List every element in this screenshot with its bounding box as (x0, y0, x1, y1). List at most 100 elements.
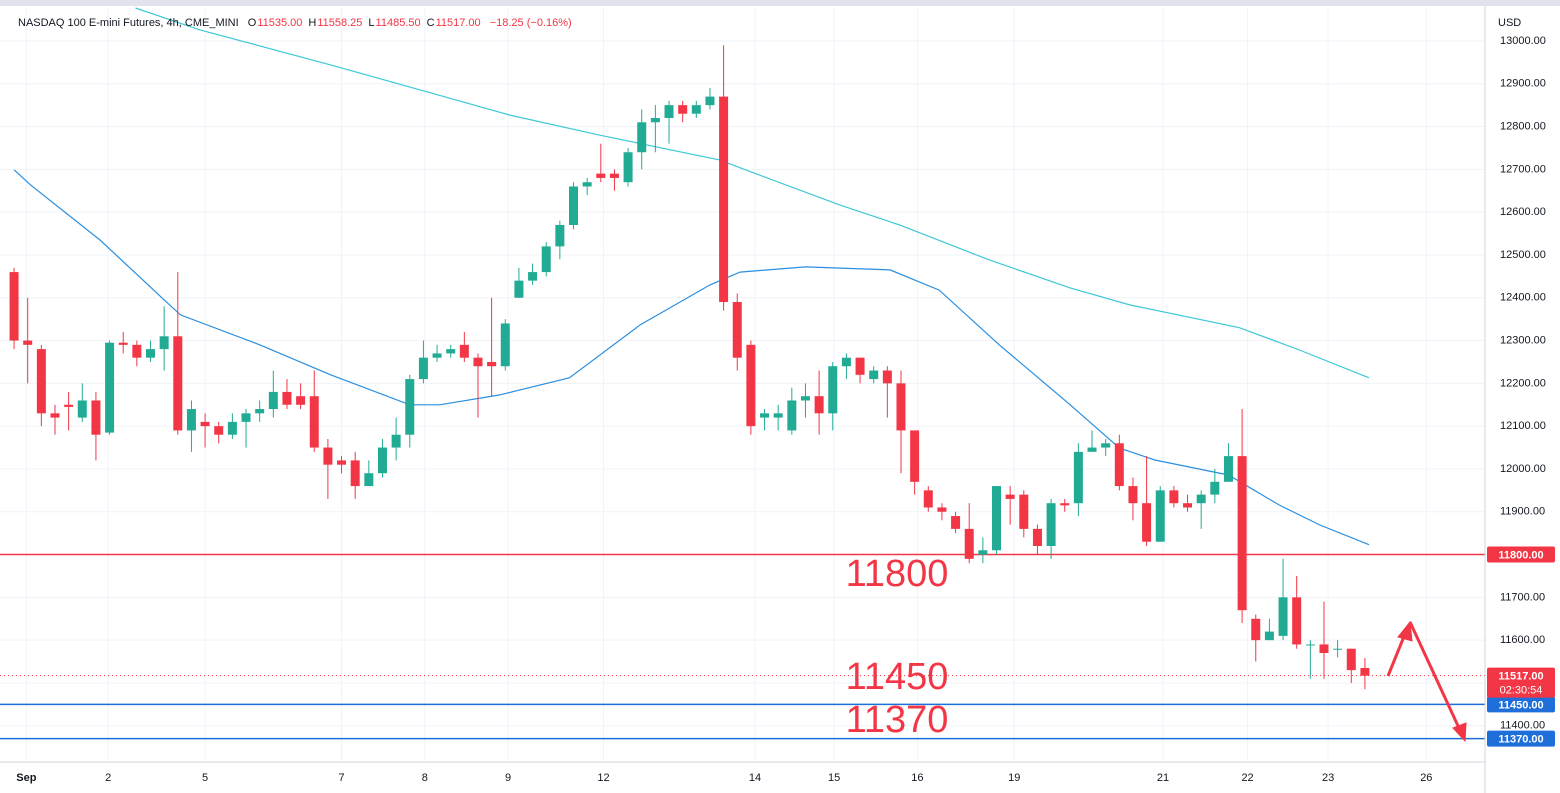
candle-body (1019, 494, 1029, 529)
candle-body (282, 391, 292, 405)
price-box (1487, 546, 1555, 563)
candle-body (814, 396, 824, 414)
candle-body (418, 357, 428, 380)
candle-body (227, 421, 237, 435)
candle-body (1169, 490, 1179, 504)
candle-body (1073, 451, 1083, 504)
candle-body (159, 336, 169, 350)
candle-body (309, 396, 319, 448)
candle-body (350, 460, 360, 487)
candle-body (200, 421, 210, 427)
candle-body (118, 342, 128, 345)
candle-body (609, 173, 619, 178)
candle-body (50, 413, 60, 418)
candle-body (828, 366, 838, 414)
candle-body (1346, 648, 1356, 671)
candle-body (1142, 503, 1152, 542)
ohlc-key: C (426, 17, 435, 29)
y-tick-label: 12800.00 (1500, 120, 1546, 132)
candle-body (910, 430, 920, 482)
arrow-head (1397, 620, 1413, 642)
candle-body (214, 426, 224, 435)
candle-body (377, 447, 387, 474)
candle-body (64, 404, 74, 407)
candle-body (637, 122, 647, 153)
candle-body (173, 336, 183, 431)
candle-body (691, 105, 701, 114)
candle-body (1292, 597, 1302, 645)
price-box-label: 11450.00 (1498, 699, 1543, 711)
candle-body (951, 516, 961, 529)
candle-body (896, 383, 906, 431)
candle-body (1046, 503, 1056, 546)
y-tick-label: 12300.00 (1500, 334, 1546, 346)
candle-body (1183, 503, 1193, 508)
y-tick-label: 12600.00 (1500, 206, 1546, 218)
candle-body (1032, 528, 1042, 546)
candle-body (650, 117, 660, 123)
candle-body (36, 349, 46, 414)
candle-body (964, 528, 974, 559)
x-tick-label: 19 (1008, 772, 1020, 784)
candle-body (432, 353, 442, 358)
candle-body (800, 396, 810, 401)
candle-body (296, 396, 306, 405)
ohlc-key: O (247, 17, 257, 29)
candle-body (1196, 494, 1206, 504)
candle-body (241, 413, 251, 422)
candle-body (473, 357, 483, 367)
candle-body (77, 400, 87, 418)
x-tick-label: 7 (338, 772, 344, 784)
top-border (0, 0, 1560, 6)
candle-body (869, 370, 879, 380)
price-box-label: 11800.00 (1498, 549, 1543, 561)
x-tick-label: Sep (16, 772, 36, 784)
y-tick-label: 12900.00 (1500, 78, 1546, 90)
last-price-label: 11517.00 (1498, 671, 1543, 683)
y-tick-label: 12000.00 (1500, 463, 1546, 475)
change: −18.25 (−0.16%) (489, 17, 572, 29)
candle-body (773, 413, 783, 418)
candle-body (719, 96, 729, 303)
candle-body (105, 342, 115, 433)
candle-body (541, 246, 551, 273)
candle-body (528, 272, 538, 281)
candle-body (569, 186, 579, 225)
candle-body (787, 400, 797, 431)
ohlc-key: L (368, 17, 375, 29)
candle-body (446, 349, 456, 354)
candle-body (500, 323, 510, 367)
candle-body (1264, 631, 1274, 641)
candle-body (405, 379, 415, 435)
candle-body (1360, 667, 1370, 676)
ohlc: O11535.00 H11558.25 L11485.50 C11517.00 (248, 17, 487, 29)
price-box (1487, 696, 1555, 713)
ohlc-key: H (308, 17, 317, 29)
y-tick-label: 12200.00 (1500, 377, 1546, 389)
price-box (1487, 730, 1555, 747)
candle-body (746, 344, 756, 427)
countdown: 02:30:54 (1500, 685, 1543, 697)
candle-body (487, 361, 497, 367)
x-tick-label: 21 (1157, 772, 1169, 784)
candle-body (937, 507, 947, 512)
candle-body (514, 280, 524, 298)
x-tick-label: 23 (1322, 772, 1334, 784)
arrow-up (1386, 633, 1407, 677)
y-tick-label: 11700.00 (1500, 591, 1545, 603)
candle-body (1223, 456, 1233, 482)
candle-body (882, 370, 892, 384)
last-price-box (1487, 667, 1555, 698)
y-tick-label: 12700.00 (1500, 163, 1546, 175)
candle-body (1305, 644, 1315, 646)
candle-body (555, 224, 565, 247)
x-tick-label: 16 (911, 772, 923, 784)
candle-body (992, 486, 1002, 551)
candle-body (1128, 486, 1138, 504)
candle-body (732, 302, 742, 358)
moving-average (13, 169, 1370, 546)
candle-body (1319, 644, 1329, 653)
candle-body (186, 409, 196, 431)
candle-body (1210, 481, 1220, 495)
